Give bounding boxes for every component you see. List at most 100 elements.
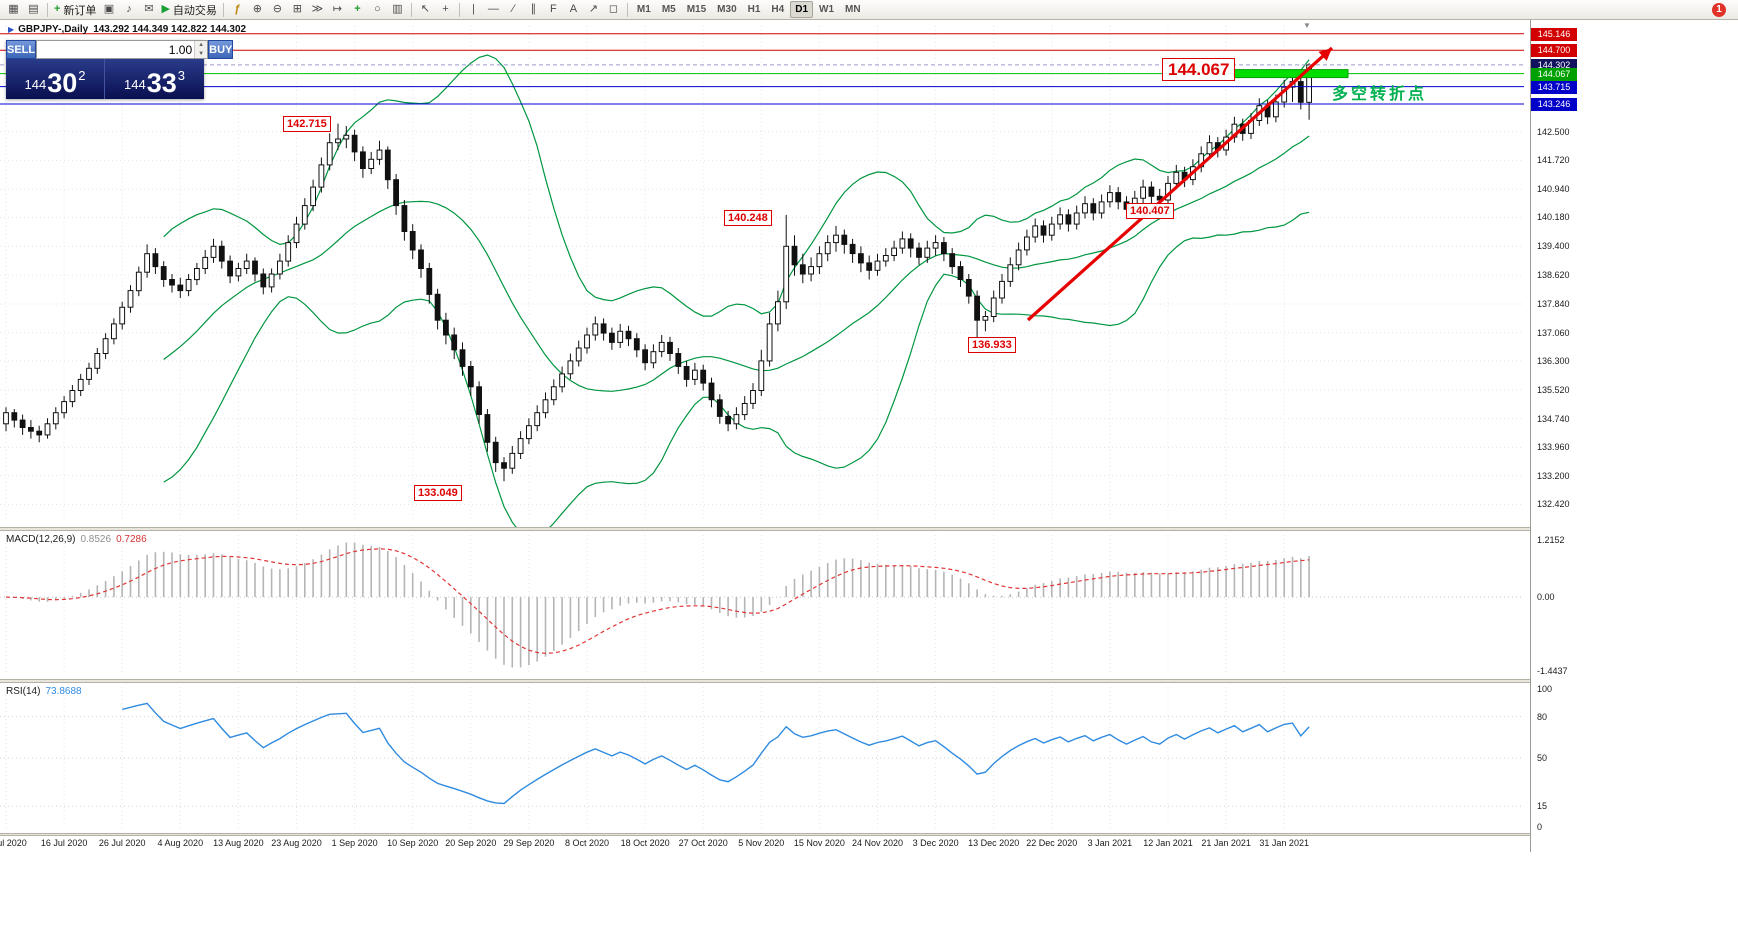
macd-chart bbox=[0, 535, 1524, 675]
chart-profiles-icon: ▤ bbox=[28, 3, 39, 15]
export-icon: ▥ bbox=[392, 3, 403, 15]
sell-price[interactable]: 144 30 2 bbox=[6, 59, 105, 99]
buy-button[interactable]: BUY bbox=[208, 40, 234, 59]
vertical-line-icon[interactable]: | bbox=[464, 1, 483, 18]
export-icon[interactable]: ▥ bbox=[388, 1, 407, 18]
text-icon[interactable]: A bbox=[564, 1, 583, 18]
turning-point-note[interactable]: 多空转折点 bbox=[1332, 86, 1428, 103]
new-order-button[interactable]: + 新订单 bbox=[52, 1, 98, 18]
timeframe-h1[interactable]: H1 bbox=[747, 4, 761, 15]
horizontal-line-icon[interactable]: — bbox=[484, 1, 503, 18]
toolbar-separator bbox=[47, 2, 48, 17]
trend-arrow[interactable] bbox=[1026, 46, 1334, 322]
period-icon[interactable]: ○ bbox=[368, 1, 387, 18]
cursor-icon[interactable]: ↖ bbox=[416, 1, 435, 18]
price-tag: 143.246 bbox=[1531, 97, 1577, 111]
horizontal-line-icon: — bbox=[487, 3, 499, 15]
axis-label: 50 bbox=[1537, 753, 1548, 763]
volume-up-icon[interactable]: ▲ bbox=[195, 41, 208, 50]
price-tag: 143.715 bbox=[1531, 80, 1577, 94]
date-label: 4 Aug 2020 bbox=[157, 838, 204, 848]
date-label: 8 Oct 2020 bbox=[564, 838, 610, 848]
toolbar-separator bbox=[626, 2, 628, 17]
timeframe-m15[interactable]: M15 bbox=[686, 4, 707, 15]
timeframe-m30[interactable]: M30 bbox=[717, 4, 737, 15]
axis-label: 136.300 bbox=[1537, 355, 1570, 366]
crosshair-icon[interactable]: + bbox=[436, 1, 455, 18]
alerts-icon[interactable]: ♪ bbox=[119, 1, 138, 18]
mailbox-icon[interactable]: ✉ bbox=[139, 1, 158, 18]
auto-scroll-icon: ≫ bbox=[311, 3, 324, 15]
rsi-line bbox=[122, 702, 1310, 805]
panel-splitter[interactable] bbox=[0, 527, 1738, 531]
new-chart-icon[interactable]: ▦ bbox=[4, 1, 23, 18]
main-toolbar: ▦ ▤ + 新订单 ▣ ♪ ✉ ▶ 自动交易 ƒ ⊕ ⊖ ⊞ ≫ ↦ + ○ ▥ ↖ + | — ∕ ∥ F A ↗ ◻ M1 M5 M15… bbox=[0, 0, 1738, 20]
axis-label: 135.520 bbox=[1537, 384, 1570, 395]
zoom-out-icon[interactable]: ⊖ bbox=[268, 1, 287, 18]
date-label: 15 Nov 2020 bbox=[793, 838, 845, 848]
volume-input[interactable] bbox=[37, 41, 195, 58]
date-label: 13 Dec 2020 bbox=[968, 838, 1020, 848]
buy-price-point: 3 bbox=[177, 68, 185, 83]
zoom-in-icon[interactable]: ⊕ bbox=[248, 1, 267, 18]
buy-price[interactable]: 144 33 3 bbox=[105, 59, 204, 99]
new-order-button: + bbox=[54, 3, 61, 15]
macd-main-value: 0.8526 bbox=[80, 534, 112, 545]
cursor-icon: ↖ bbox=[420, 3, 431, 15]
price-axis[interactable]: 142.500 141.720 140.940 140.180 139.400 138.6… bbox=[1530, 20, 1738, 852]
time-axis[interactable]: 7 Jul 2020 16 Jul 2020 26 Jul 2020 4 Aug 20… bbox=[0, 836, 1530, 852]
timeframe-m1[interactable]: M1 bbox=[636, 4, 651, 15]
chart-annotations: 142.715 140.248 133.049 136.933 140.407 144.0… bbox=[0, 20, 1530, 527]
chart-shift-icon: ↦ bbox=[332, 3, 343, 15]
notification-badge[interactable]: 1 bbox=[1712, 2, 1726, 17]
new-object-icon[interactable]: + bbox=[348, 1, 367, 18]
price-annotation[interactable]: 144.067 bbox=[1162, 58, 1236, 81]
sell-price-point: 2 bbox=[78, 68, 86, 83]
axis-label: 133.200 bbox=[1537, 470, 1570, 481]
auto-scroll-icon[interactable]: ≫ bbox=[308, 1, 327, 18]
channel-icon[interactable]: ∥ bbox=[524, 1, 543, 18]
price-annotation[interactable]: 142.715 bbox=[283, 116, 331, 132]
axis-label: 1.2152 bbox=[1537, 535, 1565, 545]
date-label: 29 Sep 2020 bbox=[503, 838, 555, 848]
date-label: 12 Jan 2021 bbox=[1143, 838, 1193, 848]
axis-label: 137.060 bbox=[1537, 327, 1570, 338]
arrow-objects-icon[interactable]: ↗ bbox=[584, 1, 603, 18]
expert-advisors-icon[interactable]: ▣ bbox=[99, 1, 118, 18]
autotrading-button[interactable]: ▶ 自动交易 bbox=[159, 1, 218, 18]
timeframe-w1[interactable]: W1 bbox=[819, 4, 835, 15]
rsi-panel: RSI(14) 73.8688 bbox=[0, 683, 1530, 833]
macd-signal-value: 0.7286 bbox=[116, 534, 147, 545]
tile-windows-icon[interactable]: ⊞ bbox=[288, 1, 307, 18]
panel-splitter[interactable] bbox=[0, 679, 1738, 683]
crosshair-icon: + bbox=[442, 3, 449, 15]
chart-profiles-icon[interactable]: ▤ bbox=[24, 1, 43, 18]
timeframe-h4[interactable]: H4 bbox=[771, 4, 785, 15]
indicators-icon[interactable]: ƒ bbox=[228, 1, 247, 18]
toolbar-separator bbox=[410, 2, 412, 17]
price-annotation[interactable]: 140.248 bbox=[724, 210, 772, 226]
new-order-button-label: 新订单 bbox=[63, 4, 97, 17]
price-annotation[interactable]: 140.407 bbox=[1126, 203, 1174, 219]
sell-button[interactable]: SELL bbox=[6, 40, 37, 59]
text-icon: A bbox=[569, 3, 578, 15]
trendline-icon[interactable]: ∕ bbox=[504, 1, 523, 18]
shapes-icon[interactable]: ◻ bbox=[604, 1, 623, 18]
axis-label: 80 bbox=[1537, 711, 1548, 722]
tile-windows-icon: ⊞ bbox=[292, 3, 303, 15]
timeframe-d1[interactable]: D1 bbox=[790, 1, 814, 18]
price-annotation[interactable]: 133.049 bbox=[414, 485, 462, 501]
fibonacci-icon[interactable]: F bbox=[544, 1, 563, 18]
volume-down-icon[interactable]: ▼ bbox=[195, 49, 208, 58]
axis-label: 137.840 bbox=[1537, 298, 1570, 309]
timeframe-m5[interactable]: M5 bbox=[661, 4, 676, 15]
toolbar-separator bbox=[222, 2, 224, 17]
date-label: 3 Dec 2020 bbox=[912, 838, 959, 848]
vertical-line-icon: | bbox=[471, 3, 475, 15]
panel-splitter[interactable] bbox=[0, 833, 1738, 836]
price-annotation[interactable]: 136.933 bbox=[968, 337, 1016, 353]
axis-label: 141.720 bbox=[1537, 155, 1570, 166]
chart-shift-icon[interactable]: ↦ bbox=[328, 1, 347, 18]
price-chart bbox=[0, 26, 1524, 527]
timeframe-mn[interactable]: MN bbox=[845, 4, 861, 15]
